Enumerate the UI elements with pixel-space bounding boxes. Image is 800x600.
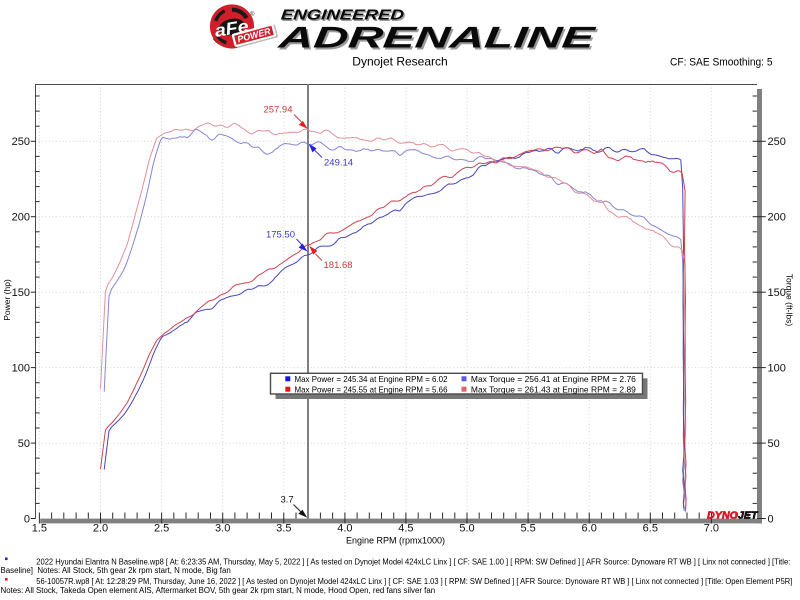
svg-text:ADRENALINE: ADRENALINE [277,23,599,56]
svg-text:2.5: 2.5 [154,523,169,535]
svg-text:250: 250 [768,136,786,148]
svg-text:257.94: 257.94 [263,105,292,116]
svg-text:200: 200 [768,212,786,224]
svg-text:4.0: 4.0 [337,523,352,535]
svg-text:ENGINEERED: ENGINEERED [281,9,406,25]
svg-text:JET: JET [738,510,759,522]
svg-text:3.5: 3.5 [276,523,291,535]
svg-text:Dynojet Research: Dynojet Research [352,55,447,69]
svg-text:®: ® [250,11,255,18]
svg-text:1.5: 1.5 [32,523,47,535]
svg-text:4.5: 4.5 [398,523,413,535]
svg-text:ADRENALINE: ADRENALINE [276,21,598,54]
svg-text:0: 0 [24,513,30,525]
svg-text:5.5: 5.5 [520,523,535,535]
svg-text:DYNO: DYNO [707,510,738,522]
svg-text:150: 150 [12,287,30,299]
svg-text:6.5: 6.5 [643,523,658,535]
svg-text:200: 200 [12,212,30,224]
svg-text:150: 150 [768,287,786,299]
svg-text:50: 50 [768,438,780,450]
svg-text:175.50: 175.50 [266,230,295,241]
svg-text:ENGINEERED: ENGINEERED [280,7,405,23]
svg-text:100: 100 [768,363,786,375]
svg-text:3.7: 3.7 [281,495,294,506]
svg-text:2.0: 2.0 [93,523,108,535]
svg-text:7.0: 7.0 [704,523,719,535]
svg-text:Torque (ft-lbs): Torque (ft-lbs) [785,274,795,327]
svg-text:Engine RPM (rpmx1000): Engine RPM (rpmx1000) [346,536,445,546]
svg-text:Max Power = 245.34 at Engine R: Max Power = 245.34 at Engine RPM = 6.02 [295,374,448,384]
svg-text:181.68: 181.68 [324,260,353,271]
svg-text:Baseline] Notes: All Stock, 5: Baseline] Notes: All Stock, 5th gear 2k … [1,566,231,575]
svg-text:3.0: 3.0 [215,523,230,535]
svg-text:100: 100 [12,363,30,375]
svg-text:Max Power = 245.55 at Engine R: Max Power = 245.55 at Engine RPM = 5.66 [295,384,448,394]
svg-text:6.0: 6.0 [582,523,597,535]
svg-text:Notes: All Stock, Takeda Open: Notes: All Stock, Takeda Open element AI… [1,586,436,595]
svg-text:56-10057R.wp8 [ At: 12:28:29 P: 56-10057R.wp8 [ At: 12:28:29 PM, Thursda… [36,577,792,586]
svg-text:0: 0 [768,513,774,525]
svg-text:50: 50 [18,438,30,450]
svg-text:249.14: 249.14 [324,158,353,169]
svg-text:250: 250 [12,136,30,148]
svg-text:2022 Hyundai Elantra N Baselin: 2022 Hyundai Elantra N Baseline.wp8 [ At… [36,558,790,567]
svg-text:Max Torque = 261.43 at Engine: Max Torque = 261.43 at Engine RPM = 2.89 [471,384,636,394]
svg-text:Max Torque = 256.41 at Engine: Max Torque = 256.41 at Engine RPM = 2.76 [471,374,636,384]
svg-text:5.0: 5.0 [459,523,474,535]
svg-text:CF: SAE Smoothing: 5: CF: SAE Smoothing: 5 [670,57,773,69]
svg-text:Power (hp): Power (hp) [2,279,12,321]
